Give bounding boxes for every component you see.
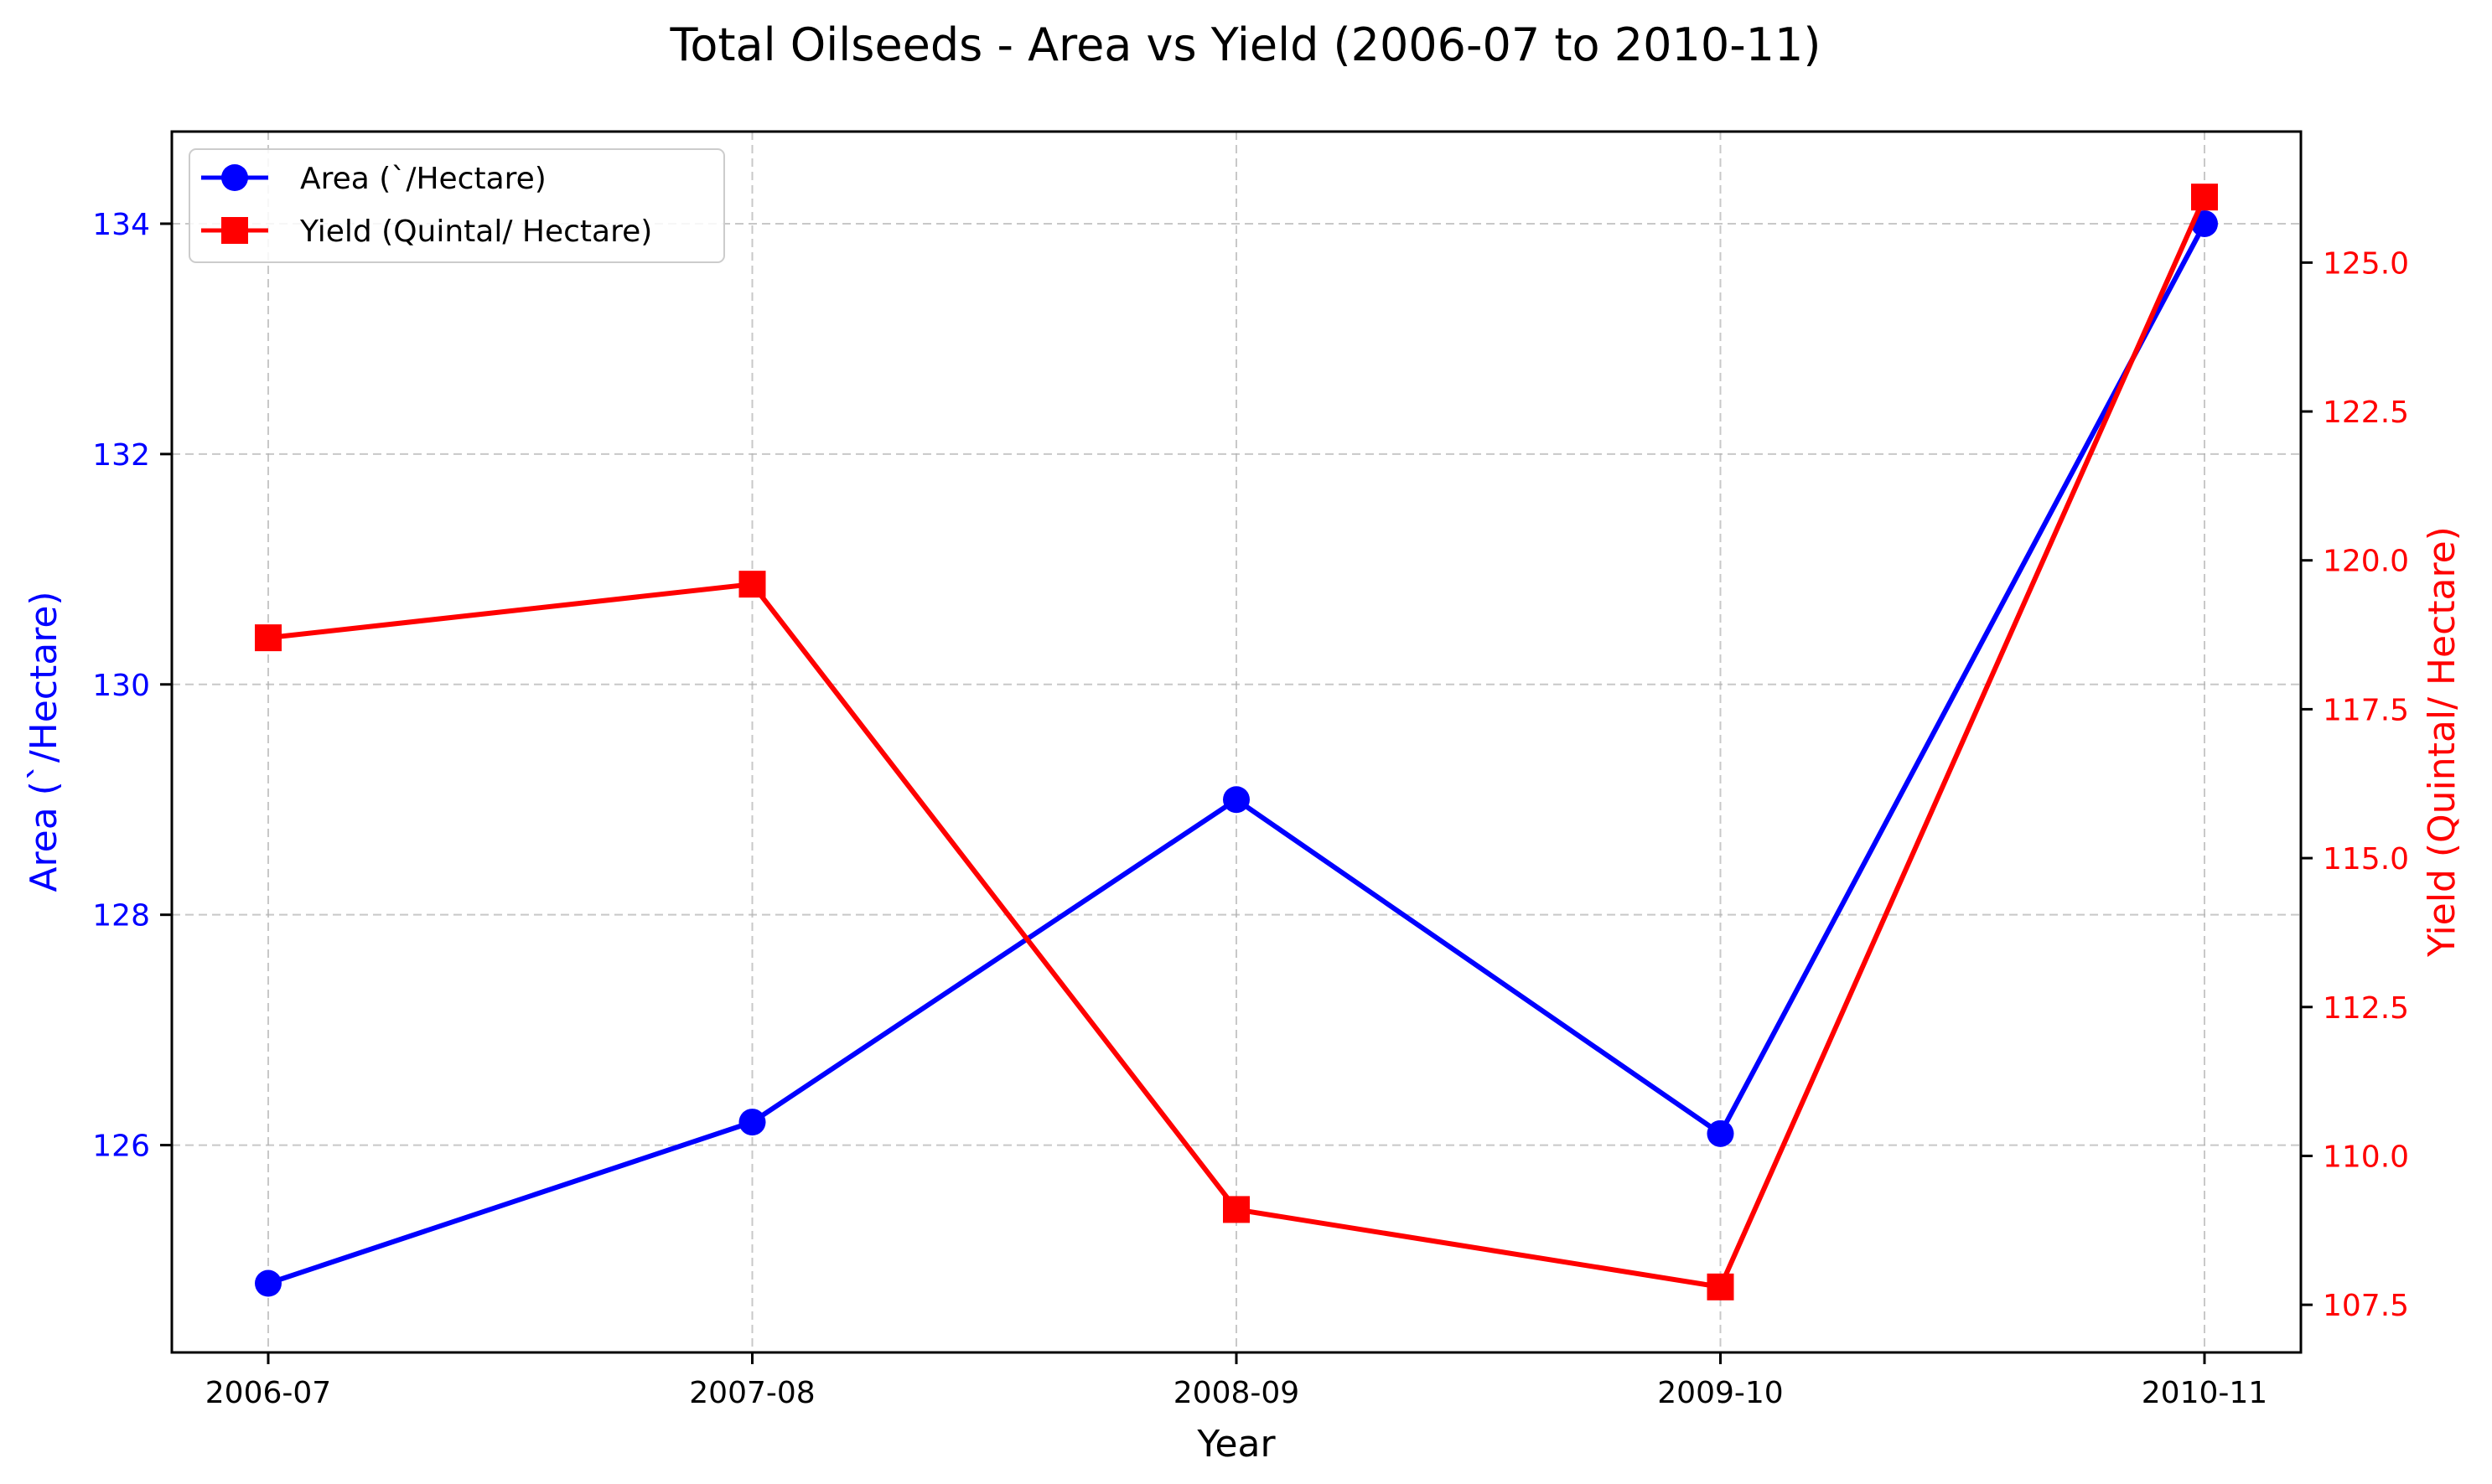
plot-series xyxy=(255,184,2218,1300)
left-tick-label: 134 xyxy=(92,208,150,242)
right-tick-label: 112.5 xyxy=(2323,991,2409,1026)
left-tick-label: 128 xyxy=(92,899,150,933)
yield-point xyxy=(2191,184,2218,211)
x-tick-label: 2010-11 xyxy=(2142,1376,2267,1410)
area-point xyxy=(738,1109,766,1136)
right-tick-label: 125.0 xyxy=(2323,246,2409,281)
right-y-axis: 107.5 110.0 112.5 115.0 117.5 120.0 122.5 125.0 xyxy=(2301,246,2409,1323)
left-tick-label: 132 xyxy=(92,438,150,473)
right-tick-label: 120.0 xyxy=(2323,545,2409,579)
chart-title: Total Oilseeds - Area vs Yield (2006-07 … xyxy=(670,18,1821,71)
left-y-axis-label: Area (`/Hectare) xyxy=(23,591,65,892)
legend-yield-label: Yield (Quintal/ Hectare) xyxy=(299,215,652,249)
left-tick-label: 130 xyxy=(92,669,150,703)
area-point xyxy=(1223,786,1250,814)
x-axis: 2006-07 2007-08 2008-09 2009-10 2010-11 xyxy=(205,1352,2267,1410)
left-tick-label: 126 xyxy=(92,1130,150,1164)
right-tick-label: 107.5 xyxy=(2323,1289,2409,1323)
grid xyxy=(172,132,2301,1352)
x-tick-label: 2009-10 xyxy=(1657,1376,1783,1410)
legend-area-label: Area (`/Hectare) xyxy=(300,162,547,196)
yield-point xyxy=(255,624,282,652)
area-point xyxy=(255,1269,282,1297)
yield-point xyxy=(1223,1196,1250,1223)
left-y-axis: 126 128 130 132 134 xyxy=(92,208,172,1164)
x-tick-label: 2006-07 xyxy=(205,1376,331,1410)
right-tick-label: 117.5 xyxy=(2323,693,2409,727)
yield-point xyxy=(738,571,766,598)
yield-point xyxy=(1707,1273,1734,1300)
legend-box xyxy=(189,148,725,263)
area-point xyxy=(1707,1119,1734,1147)
x-axis-label: Year xyxy=(1196,1423,1276,1466)
legend-yield-marker xyxy=(221,217,248,244)
right-tick-label: 115.0 xyxy=(2323,842,2409,876)
right-y-axis-label: Yield (Quintal/ Hectare) xyxy=(2421,526,2464,958)
legend: Area (`/Hectare) Yield (Quintal/ Hectare… xyxy=(189,148,725,263)
right-tick-label: 122.5 xyxy=(2323,396,2409,430)
x-tick-label: 2008-09 xyxy=(1173,1376,1299,1410)
legend-area-marker xyxy=(221,164,248,191)
x-tick-label: 2007-08 xyxy=(689,1376,815,1410)
right-tick-label: 110.0 xyxy=(2323,1140,2409,1174)
